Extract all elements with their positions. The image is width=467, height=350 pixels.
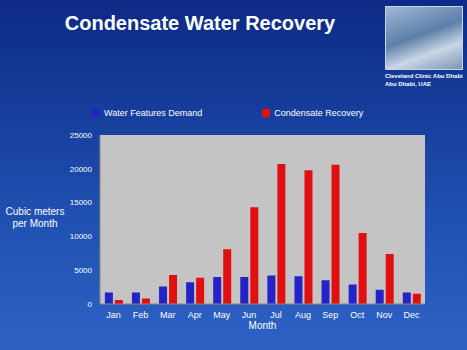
svg-text:25000: 25000 — [70, 131, 93, 140]
svg-text:15000: 15000 — [70, 198, 93, 207]
svg-text:5000: 5000 — [74, 266, 92, 275]
svg-text:Apr: Apr — [188, 310, 202, 320]
svg-text:Sep: Sep — [322, 310, 338, 320]
svg-text:Jul: Jul — [270, 310, 282, 320]
svg-text:Aug: Aug — [295, 310, 311, 320]
svg-text:Oct: Oct — [350, 310, 365, 320]
svg-text:0: 0 — [88, 300, 93, 309]
svg-text:Jan: Jan — [106, 310, 121, 320]
html-text:Condensate Water Recovery: Condensate Water Recovery — [64, 12, 336, 34]
html-text:Abu Dhabi, UAE: Abu Dhabi, UAE — [385, 81, 431, 87]
svg-text:May: May — [213, 310, 231, 320]
svg-text:Feb: Feb — [133, 310, 149, 320]
svg-text:Mar: Mar — [160, 310, 176, 320]
html-text:Month: Month — [248, 320, 277, 331]
svg-text:Dec: Dec — [403, 310, 420, 320]
svg-text:20000: 20000 — [70, 165, 93, 174]
html-text:Condensate Recovery: Condensate Recovery — [274, 108, 364, 118]
html-text:Water Features Demand: Water Features Demand — [104, 108, 203, 118]
svg-text:Nov: Nov — [376, 310, 393, 320]
svg-text:10000: 10000 — [70, 232, 93, 241]
html-text:Cubic meters per Month: Cubic meters per Month — [5, 206, 65, 229]
html-text:Cleveland Clinic Abu Dhabi: Cleveland Clinic Abu Dhabi — [385, 73, 463, 79]
svg-text:Jun: Jun — [242, 310, 257, 320]
